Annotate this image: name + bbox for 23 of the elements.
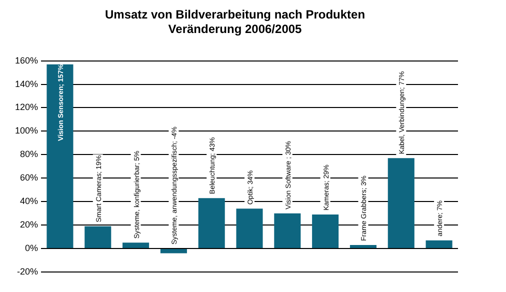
bar	[350, 245, 376, 248]
bar	[236, 208, 263, 248]
y-tick-label: 0%	[25, 243, 38, 254]
y-tick-label: 20%	[20, 220, 38, 230]
y-tick-label: 140%	[14, 78, 38, 89]
y-tick-label: 60%	[20, 172, 38, 183]
bar	[122, 242, 150, 248]
bar	[312, 214, 339, 248]
bar	[426, 240, 452, 248]
bar	[274, 213, 301, 248]
y-tick-label: 120%	[14, 102, 38, 112]
y-tick-label: 100%	[14, 126, 38, 136]
chart-subtitle: Veränderung 2006/2005	[168, 22, 302, 36]
y-tick-label: -20%	[17, 266, 38, 276]
bar	[388, 158, 414, 248]
bar	[198, 198, 225, 248]
y-tick-label: 40%	[20, 196, 38, 206]
y-tick-label: 160%	[14, 55, 38, 66]
bar	[160, 249, 187, 254]
chart-title: Umsatz von Bildverarbeitung nach Produkten	[104, 8, 366, 22]
bar	[46, 64, 74, 248]
y-tick-label: 80%	[20, 149, 38, 160]
bar	[84, 226, 112, 248]
